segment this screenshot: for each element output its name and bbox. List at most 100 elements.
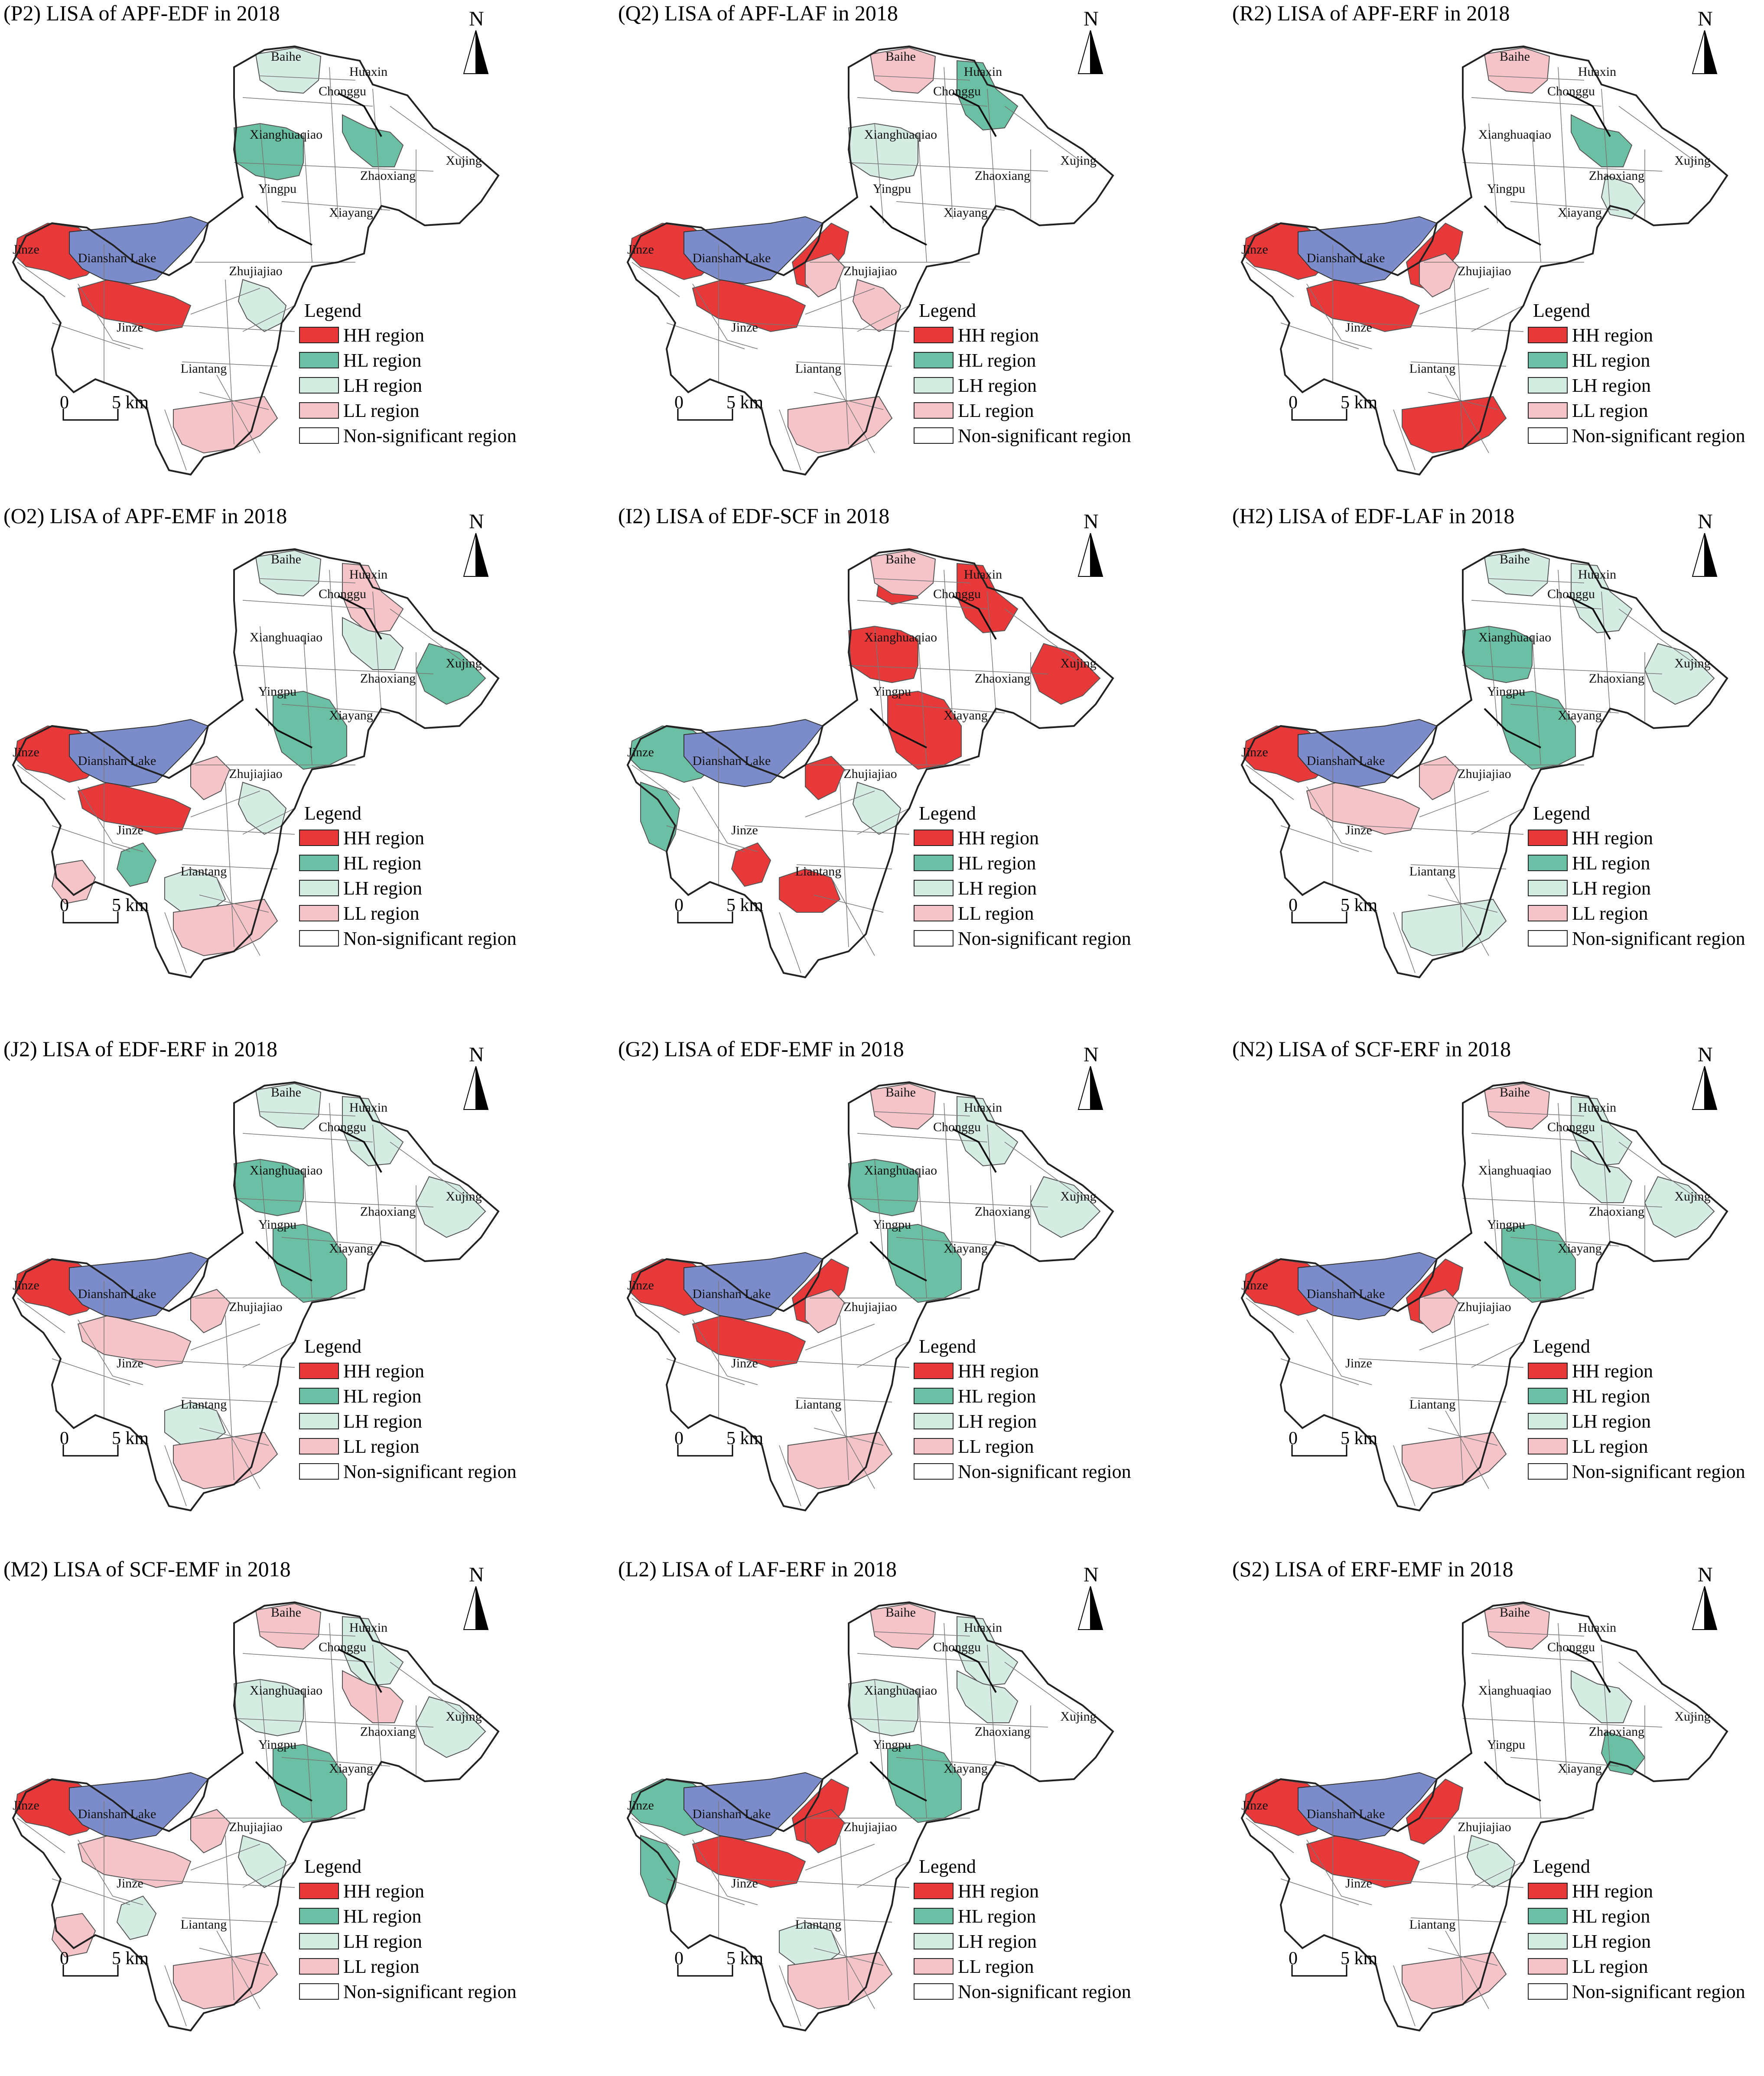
panel-title: (I2) LISA of EDF-SCF in 2018 bbox=[618, 504, 890, 528]
legend-title: Legend bbox=[304, 300, 361, 321]
legend-item: LL region bbox=[1528, 1954, 1745, 1979]
legend-swatch bbox=[1528, 1883, 1568, 1899]
legend-label: HL region bbox=[343, 852, 422, 874]
place-label-zhujiajiao: Zhujiajiao bbox=[1458, 1820, 1511, 1834]
boundary-lines bbox=[631, 67, 1083, 471]
place-label-zhujiajiao: Zhujiajiao bbox=[843, 1820, 897, 1834]
place-label-jinze: Jinze bbox=[1241, 242, 1268, 257]
region-baihe-lh bbox=[255, 550, 322, 597]
legend-item: LH region bbox=[1528, 1929, 1745, 1954]
place-label-yingpu: Yingpu bbox=[873, 1217, 911, 1232]
legend-swatch bbox=[299, 377, 339, 394]
legend-swatch bbox=[1528, 880, 1568, 896]
legend-label: Non-significant region bbox=[343, 1461, 517, 1482]
legend-item: Non-significant region bbox=[914, 926, 1131, 951]
region-liantang-s-hh bbox=[1402, 396, 1507, 454]
place-label-jinze: Jinze bbox=[731, 1876, 758, 1891]
legend-title: Legend bbox=[919, 1336, 976, 1357]
legend-label: HH region bbox=[343, 324, 424, 346]
place-label-dianshan-lake: Dianshan Lake bbox=[1307, 754, 1385, 768]
legend-item: Non-significant region bbox=[914, 423, 1131, 448]
legend-label: Non-significant region bbox=[958, 1461, 1131, 1482]
legend-title: Legend bbox=[1533, 803, 1590, 824]
place-label-baihe: Baihe bbox=[271, 1605, 301, 1620]
legend-swatch bbox=[914, 855, 954, 871]
legend-swatch bbox=[1528, 1388, 1568, 1404]
place-label-xianghuaqiao: Xianghuaqiao bbox=[1478, 630, 1551, 644]
legend-label: HL region bbox=[958, 1385, 1036, 1407]
legend: Legend HH region HL region LH region LL regi… bbox=[914, 1335, 1131, 1484]
region-baihe-lh bbox=[255, 1083, 322, 1130]
legend-item: LH region bbox=[1528, 875, 1745, 901]
place-label-zhujiajiao: Zhujiajiao bbox=[1458, 767, 1511, 781]
region-huaxin-lh bbox=[342, 1096, 404, 1167]
legend-label: LH region bbox=[1572, 877, 1651, 899]
region-baihe-ll bbox=[869, 1603, 936, 1650]
legend-swatch bbox=[299, 327, 339, 343]
region-zhujiajiao-n-ll bbox=[190, 1289, 231, 1334]
place-label-chonggu: Chonggu bbox=[1547, 1640, 1595, 1654]
place-label-baihe: Baihe bbox=[885, 552, 916, 566]
legend-item: Non-significant region bbox=[1528, 1459, 1745, 1484]
place-label-baihe: Baihe bbox=[1500, 1085, 1530, 1100]
place-label-jinze: Jinze bbox=[627, 1278, 654, 1292]
lisa-map: Baihe Huaxin Chonggu Xianghuaqiao Xujing Zhao… bbox=[12, 45, 500, 476]
place-label-chonggu: Chonggu bbox=[319, 1120, 366, 1134]
main-boundary-lines bbox=[1484, 92, 1611, 246]
place-label-xianghuaqiao: Xianghuaqiao bbox=[250, 630, 322, 644]
place-label-huaxin: Huaxin bbox=[964, 65, 1002, 79]
north-arrow-icon bbox=[1692, 1066, 1718, 1110]
panel-title: (M2) LISA of SCF-EMF in 2018 bbox=[3, 1557, 291, 1581]
legend-item: LH region bbox=[1528, 373, 1745, 398]
scale-bar-line bbox=[62, 911, 119, 924]
place-label-chonggu: Chonggu bbox=[933, 1120, 981, 1134]
legend-label: HH region bbox=[958, 827, 1039, 849]
place-label-zhaoxiang: Zhaoxiang bbox=[975, 1725, 1030, 1739]
north-arrow-icon bbox=[1692, 533, 1718, 577]
legend-label: LL region bbox=[343, 902, 420, 924]
place-label-xiayang: Xiayang bbox=[1558, 1761, 1602, 1776]
legend-label: LL region bbox=[343, 400, 420, 421]
region-zhujiajiao-n-ll bbox=[805, 253, 845, 298]
legend-item: HL region bbox=[1528, 348, 1745, 373]
place-label-jinze: Jinze bbox=[13, 1278, 39, 1292]
panel-title: (R2) LISA of APF-ERF in 2018 bbox=[1232, 1, 1510, 25]
legend-label: HH region bbox=[958, 324, 1039, 346]
region-lake-w-hl bbox=[640, 781, 680, 853]
place-label-jinze: Jinze bbox=[13, 745, 39, 759]
scale-zero-label: 0 bbox=[60, 393, 69, 413]
panel-title: (N2) LISA of SCF-ERF in 2018 bbox=[1232, 1037, 1511, 1061]
legend-title: Legend bbox=[304, 1856, 361, 1877]
legend-swatch bbox=[299, 1958, 339, 1975]
region-xianghuaqiao-lh bbox=[848, 1679, 918, 1737]
legend-swatch bbox=[1528, 1463, 1568, 1480]
panel-title: (Q2) LISA of APF-LAF in 2018 bbox=[618, 1, 898, 25]
place-label-huaxin: Huaxin bbox=[349, 1620, 387, 1635]
place-label-zhaoxiang: Zhaoxiang bbox=[1589, 671, 1644, 686]
place-label-baihe: Baihe bbox=[271, 49, 301, 64]
place-label-zhujiajiao: Zhujiajiao bbox=[229, 1820, 282, 1834]
legend-item: LL region bbox=[914, 901, 1131, 926]
place-label-zhaoxiang: Zhaoxiang bbox=[1589, 169, 1644, 183]
north-arrow: N bbox=[1074, 8, 1109, 77]
place-label-jinze: Jinze bbox=[117, 1876, 143, 1891]
main-boundary-lines bbox=[869, 1648, 997, 1802]
place-label-chonggu: Chonggu bbox=[1547, 587, 1595, 601]
place-label-chonggu: Chonggu bbox=[319, 84, 366, 98]
scale-bar-line bbox=[1291, 1965, 1347, 1977]
legend-swatch bbox=[1528, 830, 1568, 846]
region-baihe-ll bbox=[1484, 1603, 1550, 1650]
north-label: N bbox=[1084, 1043, 1099, 1066]
legend-label: Non-significant region bbox=[343, 1981, 517, 2002]
legend-item: LL region bbox=[299, 901, 517, 926]
map-panel: (R2) LISA of APF-ERF in 2018 Baihe Huaxin C… bbox=[1229, 0, 1764, 520]
place-label-xiayang: Xiayang bbox=[329, 1761, 373, 1776]
place-label-xianghuaqiao: Xianghuaqiao bbox=[864, 1683, 937, 1698]
place-label-liantang: Liantang bbox=[181, 1397, 227, 1412]
legend-label: Non-significant region bbox=[1572, 1981, 1745, 2002]
boundary-lines bbox=[17, 1103, 469, 1507]
place-label-xianghuaqiao: Xianghuaqiao bbox=[1478, 127, 1551, 142]
region-liantang-s-lh bbox=[1402, 898, 1507, 957]
